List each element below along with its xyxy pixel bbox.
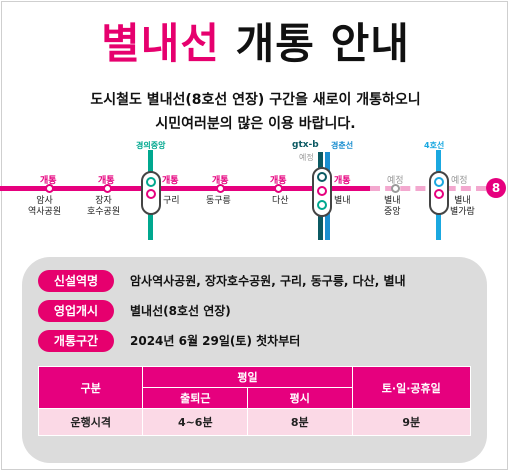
station-donggureung: 동구릉 bbox=[206, 196, 231, 206]
gyeongui-label: 경의중앙 bbox=[136, 141, 166, 150]
transfer-marker-green bbox=[317, 200, 327, 210]
stop-jangja bbox=[103, 184, 112, 193]
station-byeollae-jungang: 별내 중앙 bbox=[384, 196, 401, 217]
status-byeollae: 개통 bbox=[334, 176, 351, 186]
new-stations-value: 암사역사공원, 장자호수공원, 구리, 동구릉, 다산, 별내 bbox=[130, 274, 406, 288]
notice-text: 도시철도 별내선(8호선 연장) 구간을 새로이 개통하오니 시민여러분의 많은… bbox=[0, 88, 511, 136]
transfer-guri bbox=[141, 171, 161, 215]
station-amsa: 암사 역사공원 bbox=[28, 196, 62, 217]
operation-value: 별내선(8호선 연장) bbox=[130, 304, 231, 318]
station-dasan: 다산 bbox=[272, 196, 289, 206]
table-row: 운행시격 4~6분 8분 9분 bbox=[37, 408, 472, 436]
transfer-marker-pink bbox=[146, 189, 156, 199]
section-label: 개통구간 bbox=[38, 330, 114, 352]
section-value: 2024년 6월 29일(토) 첫차부터 bbox=[130, 334, 301, 348]
gtxb-status: 예정 bbox=[299, 153, 314, 162]
planned-section bbox=[370, 186, 486, 191]
title-opening-notice: 개통 안내 bbox=[235, 19, 410, 68]
normal-interval: 8분 bbox=[247, 408, 353, 436]
gyeongchun-label: 경춘선 bbox=[331, 141, 354, 150]
status-byeollae-byeolgaram: 예정 bbox=[451, 176, 468, 186]
row-label: 운행시격 bbox=[37, 408, 144, 436]
status-amsa: 개통 bbox=[40, 176, 57, 186]
schedule-header-row: 구분 평일 토·일·공휴일 bbox=[37, 366, 472, 409]
new-stations-label: 신설역명 bbox=[38, 270, 114, 292]
transfer-marker-gtxb bbox=[317, 172, 327, 182]
status-guri: 개통 bbox=[162, 176, 179, 186]
stop-amsa bbox=[45, 184, 54, 193]
transfer-marker-pink bbox=[434, 189, 444, 199]
page-title: 별내선 개통 안내 bbox=[0, 10, 511, 71]
station-guri: 구리 bbox=[163, 196, 180, 206]
station-jangja: 장자 호수공원 bbox=[87, 196, 121, 217]
line8-extension bbox=[0, 186, 370, 191]
station-byeollae: 별내 bbox=[334, 196, 351, 206]
gtxb-label: gtx-b bbox=[292, 140, 319, 150]
status-dasan: 개통 bbox=[270, 176, 287, 186]
title-line-name: 별내선 bbox=[101, 19, 221, 68]
rush-interval: 4~6분 bbox=[142, 408, 249, 436]
transfer-byeolgaram bbox=[429, 171, 449, 215]
header-weekday: 평일 bbox=[142, 366, 353, 388]
line8-badge: 8 bbox=[486, 178, 506, 198]
status-byeollae-jungang: 예정 bbox=[387, 176, 404, 186]
line4-label: 4호선 bbox=[424, 141, 445, 150]
stop-dasan bbox=[274, 184, 283, 193]
stop-byeollae-jungang bbox=[391, 184, 400, 193]
transfer-byeollae bbox=[312, 167, 332, 217]
status-donggureung: 개통 bbox=[212, 176, 229, 186]
stop-donggureung bbox=[216, 184, 225, 193]
schedule-table: 구분 평일 토·일·공휴일 출퇴근 평시 운행시격 4~6분 8분 9분 bbox=[37, 366, 472, 436]
status-jangja: 개통 bbox=[98, 176, 115, 186]
route-map: 경의중앙 gtx-b 예정 경춘선 4호선 개통 개통 개통 개통 개통 개통 … bbox=[0, 140, 506, 240]
station-byeollae-byeolgaram: 별내 별가람 bbox=[450, 196, 475, 217]
notice-line-2: 시민여러분의 많은 이용 바랍니다. bbox=[155, 116, 356, 132]
header-normal: 평시 bbox=[247, 387, 353, 409]
transfer-marker-blue bbox=[434, 177, 444, 187]
transfer-marker-green bbox=[146, 177, 156, 187]
weekend-interval: 9분 bbox=[351, 408, 472, 436]
header-category: 구분 bbox=[37, 366, 144, 409]
header-weekend: 토·일·공휴일 bbox=[351, 366, 472, 409]
header-rush: 출퇴근 bbox=[142, 387, 249, 409]
transfer-marker-pink bbox=[317, 186, 327, 196]
notice-line-1: 도시철도 별내선(8호선 연장) 구간을 새로이 개통하오니 bbox=[90, 92, 421, 108]
operation-label: 영업개시 bbox=[38, 300, 114, 322]
